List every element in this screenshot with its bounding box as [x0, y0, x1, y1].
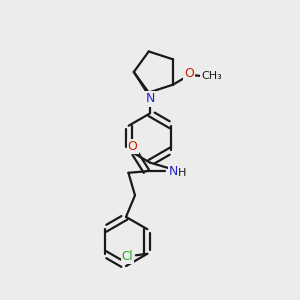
Text: N: N — [146, 92, 155, 105]
Text: Cl: Cl — [122, 250, 133, 263]
Text: H: H — [178, 168, 186, 178]
Text: N: N — [169, 165, 178, 178]
Text: O: O — [184, 67, 194, 80]
Text: CH₃: CH₃ — [201, 71, 222, 81]
Text: O: O — [128, 140, 137, 153]
Text: N: N — [145, 92, 155, 106]
